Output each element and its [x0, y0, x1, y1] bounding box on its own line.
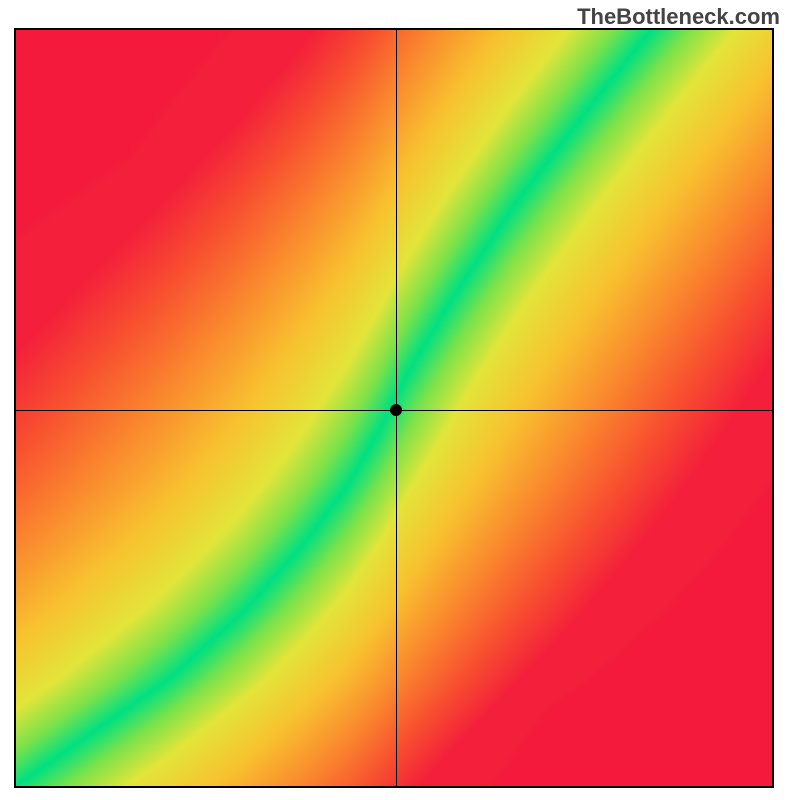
chart-container: TheBottleneck.com [0, 0, 800, 800]
plot-area [14, 28, 774, 788]
watermark-text: TheBottleneck.com [577, 4, 780, 30]
marker-point [390, 404, 402, 416]
